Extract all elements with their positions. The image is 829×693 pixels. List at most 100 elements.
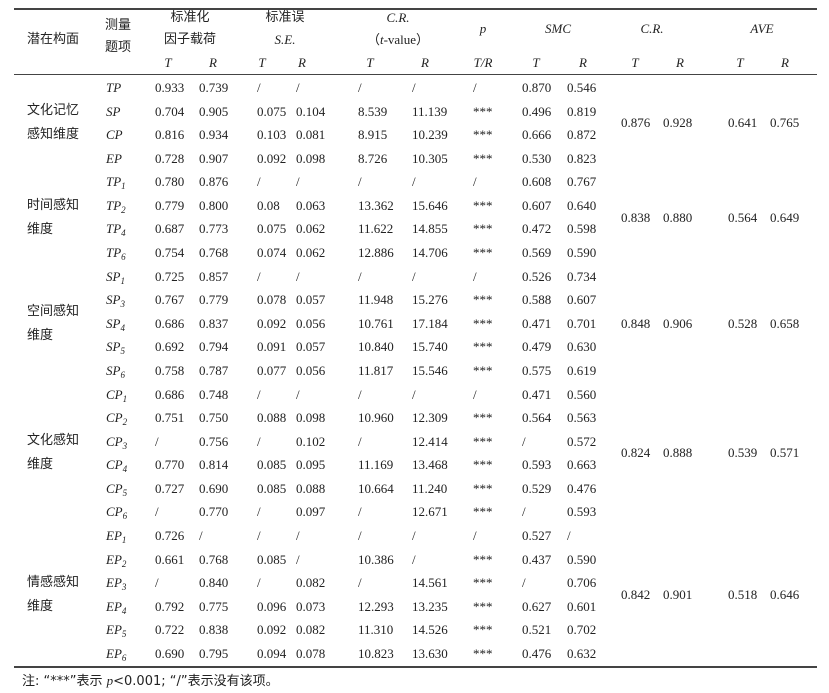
cell: ***	[473, 433, 493, 449]
item-subscript: 1	[120, 275, 125, 286]
cell: 0.907	[199, 150, 229, 166]
cell: 0.056	[296, 362, 326, 378]
cell: 10.761	[358, 315, 394, 331]
cell: 0.593	[522, 457, 552, 473]
header-loading: 标准化	[170, 10, 210, 25]
cell: 0.094	[257, 645, 287, 661]
cell: 0.521	[522, 622, 552, 638]
cr-value: 0.876	[621, 115, 651, 131]
item-name: SP	[106, 292, 121, 308]
item-subscript: 2	[121, 558, 127, 569]
item-name: CP	[106, 127, 123, 143]
cell: /	[296, 268, 300, 284]
cell: 0.527	[522, 528, 552, 544]
header-cr: C.R.	[386, 10, 410, 25]
item: EP4	[106, 598, 126, 616]
item-subscript: 2	[121, 204, 126, 215]
cell: 0.857	[199, 268, 229, 284]
cell: 0.085	[257, 480, 287, 496]
cell: 12.886	[358, 245, 394, 261]
cell: 0.814	[199, 457, 229, 473]
cell: 13.630	[412, 645, 448, 661]
cr-value: 0.848	[621, 315, 651, 331]
cell: /	[257, 575, 261, 591]
item-name: EP	[106, 598, 122, 614]
item-subscript: 2	[122, 417, 128, 428]
cell: 0.734	[567, 268, 597, 284]
cell: 0.590	[567, 245, 597, 261]
cell: 0.787	[199, 362, 229, 378]
ave-value: 0.765	[770, 115, 800, 131]
item-name: EP	[106, 645, 122, 661]
cell: 0.098	[296, 150, 326, 166]
text: -value）	[383, 32, 430, 47]
cell: 0.526	[522, 268, 552, 284]
cell: 0.564	[522, 410, 552, 426]
cell: 0.529	[522, 480, 552, 496]
item-name: TP	[106, 221, 122, 237]
cell: 14.855	[412, 221, 448, 237]
header-smc: SMC	[545, 21, 571, 36]
item-name: CP	[106, 433, 123, 449]
cell: 0.078	[296, 645, 326, 661]
cell: /	[358, 80, 362, 95]
ave-value: 0.539	[728, 445, 758, 461]
cr-value: 0.824	[621, 445, 651, 461]
cr-value: 0.838	[621, 209, 651, 225]
item: SP5	[106, 339, 125, 356]
item-name: TP	[106, 80, 122, 95]
item: CP6	[106, 504, 127, 521]
cell: /	[358, 528, 362, 544]
cell: 0.546	[567, 80, 597, 95]
header-cr-sub: （t-value）	[367, 32, 429, 48]
cell: 0.062	[296, 221, 326, 237]
header-sub: T	[631, 55, 639, 70]
item-name: CP	[106, 504, 123, 520]
cell: /	[358, 386, 362, 402]
header-construct: 潜在构面	[27, 32, 80, 47]
item: TP	[106, 80, 121, 96]
cell: 0.690	[199, 480, 229, 496]
cell: 0.472	[522, 221, 552, 237]
item-name: CP	[106, 410, 123, 426]
header-loading: 因子载荷	[163, 32, 217, 47]
cell: 0.706	[567, 575, 597, 591]
cell: /	[257, 174, 261, 190]
cell: ***	[473, 292, 493, 308]
cell: 0.748	[199, 386, 229, 402]
construct-label: 情感感知维度	[27, 574, 80, 614]
cell: /	[358, 174, 362, 190]
cell: 0.686	[155, 386, 185, 402]
cell: 8.726	[358, 150, 388, 166]
cell: 0.870	[522, 80, 552, 95]
cell: 0.078	[257, 292, 287, 308]
cell: 0.751	[155, 410, 185, 426]
cell: 0.062	[296, 245, 326, 261]
cell: 0.057	[296, 339, 326, 355]
item-name: SP	[106, 362, 121, 378]
cell: 0.572	[567, 433, 597, 449]
header-sub: R	[421, 55, 429, 70]
cell: 0.08	[257, 197, 280, 213]
item-subscript: 6	[121, 252, 126, 263]
item: EP3	[106, 575, 126, 592]
item-name: EP	[106, 528, 122, 544]
cell: /	[257, 268, 261, 284]
cell: ***	[473, 504, 493, 520]
item: EP1	[106, 528, 126, 545]
cell: ***	[473, 551, 493, 567]
cell: 0.768	[199, 551, 229, 567]
cell: ***	[473, 245, 493, 261]
cell: 0.530	[522, 150, 552, 166]
cell: ***	[473, 127, 493, 143]
cell: 0.102	[296, 433, 326, 449]
cell: ***	[473, 315, 493, 331]
cell: 10.305	[412, 150, 448, 166]
header-rule	[14, 74, 817, 75]
cell: 0.905	[199, 103, 229, 119]
cell: 0.627	[522, 598, 552, 614]
cell: /	[473, 80, 477, 95]
ave-value: 0.571	[770, 445, 800, 461]
cell: 17.184	[412, 315, 448, 331]
cell: 15.740	[412, 339, 448, 355]
